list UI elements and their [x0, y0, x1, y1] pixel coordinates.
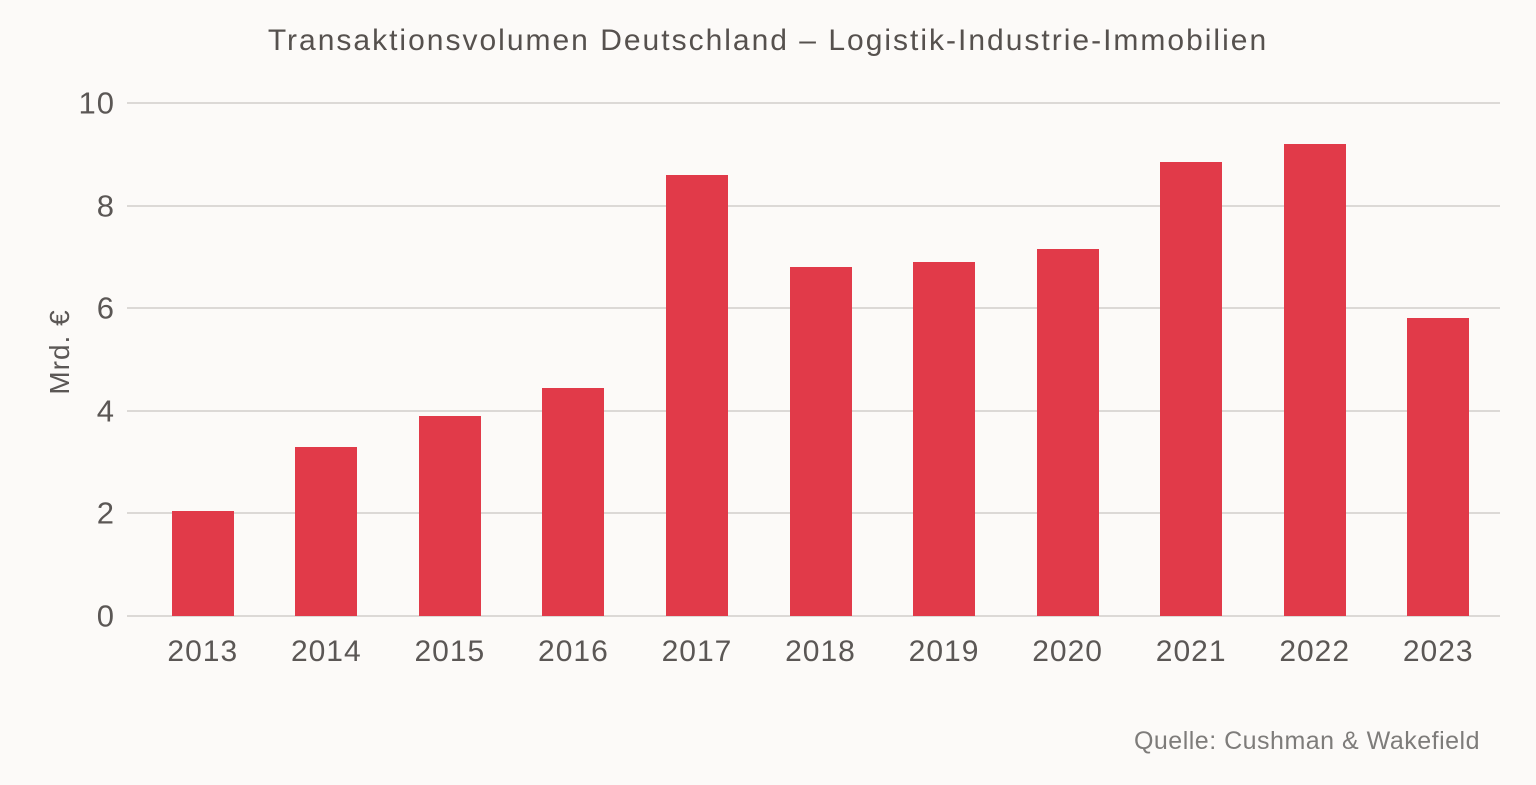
- y-tick-label-6: 6: [96, 290, 115, 326]
- x-tick-label-2022: 2022: [1279, 635, 1351, 668]
- y-tick-label-4: 4: [96, 393, 115, 429]
- bar-slot-2019: [882, 103, 1006, 616]
- x-tick-label-2016: 2016: [538, 635, 609, 668]
- x-tick-label-2021: 2021: [1155, 635, 1227, 668]
- bar-slot-2023: [1376, 103, 1500, 616]
- bar-slot-2022: [1253, 103, 1377, 616]
- bar-2019: [913, 262, 976, 616]
- y-tick-label-0: 0: [96, 598, 115, 634]
- y-tick-label-2: 2: [96, 495, 115, 531]
- bar-2023: [1407, 318, 1470, 616]
- bar-2018: [789, 267, 852, 616]
- bar-slot-2014: [265, 103, 389, 616]
- x-tick-label-2014: 2014: [290, 635, 362, 668]
- bar-2015: [418, 415, 481, 616]
- chart-title: Transaktionsvolumen Deutschland – Logist…: [267, 24, 1269, 57]
- bar-2021: [1160, 162, 1223, 616]
- y-tick-label-10: 10: [78, 85, 115, 121]
- x-tick-label-2018: 2018: [785, 635, 856, 668]
- bar-series: [141, 103, 1500, 616]
- bar-2017: [665, 174, 728, 616]
- x-axis-tick-labels: 2013 2014 2015 2016 2017 2018 2019 2020 2021 2022…: [141, 637, 1500, 667]
- bar-slot-2020: [1006, 103, 1130, 616]
- bar-2016: [542, 387, 605, 616]
- bar-slot-2018: [759, 103, 883, 616]
- bar-slot-2017: [635, 103, 759, 616]
- source-caption: Quelle: Cushman & Wakefield: [1133, 727, 1480, 755]
- bar-2013: [171, 510, 234, 616]
- bar-slot-2013: [141, 103, 265, 616]
- x-tick-label-2023: 2023: [1402, 635, 1474, 668]
- y-axis-tick-labels: 0 2 4 6 8 10: [0, 88, 115, 632]
- bar-slot-2015: [388, 103, 512, 616]
- x-tick-label-2017: 2017: [661, 635, 733, 668]
- gridline-10: [127, 102, 1500, 104]
- bar-slot-2016: [512, 103, 636, 616]
- y-tick-label-8: 8: [96, 188, 115, 224]
- gridline-0: [127, 615, 1500, 617]
- x-tick-label-2020: 2020: [1032, 635, 1103, 668]
- gridline-8: [127, 204, 1500, 207]
- x-tick-label-2019: 2019: [908, 635, 980, 668]
- bar-2022: [1283, 144, 1346, 616]
- bar-slot-2021: [1129, 103, 1253, 616]
- bar-2014: [295, 446, 358, 616]
- x-tick-label-2015: 2015: [414, 635, 486, 668]
- x-tick-label-2013: 2013: [167, 635, 239, 668]
- plot-area: [127, 102, 1500, 617]
- bar-2020: [1036, 249, 1099, 616]
